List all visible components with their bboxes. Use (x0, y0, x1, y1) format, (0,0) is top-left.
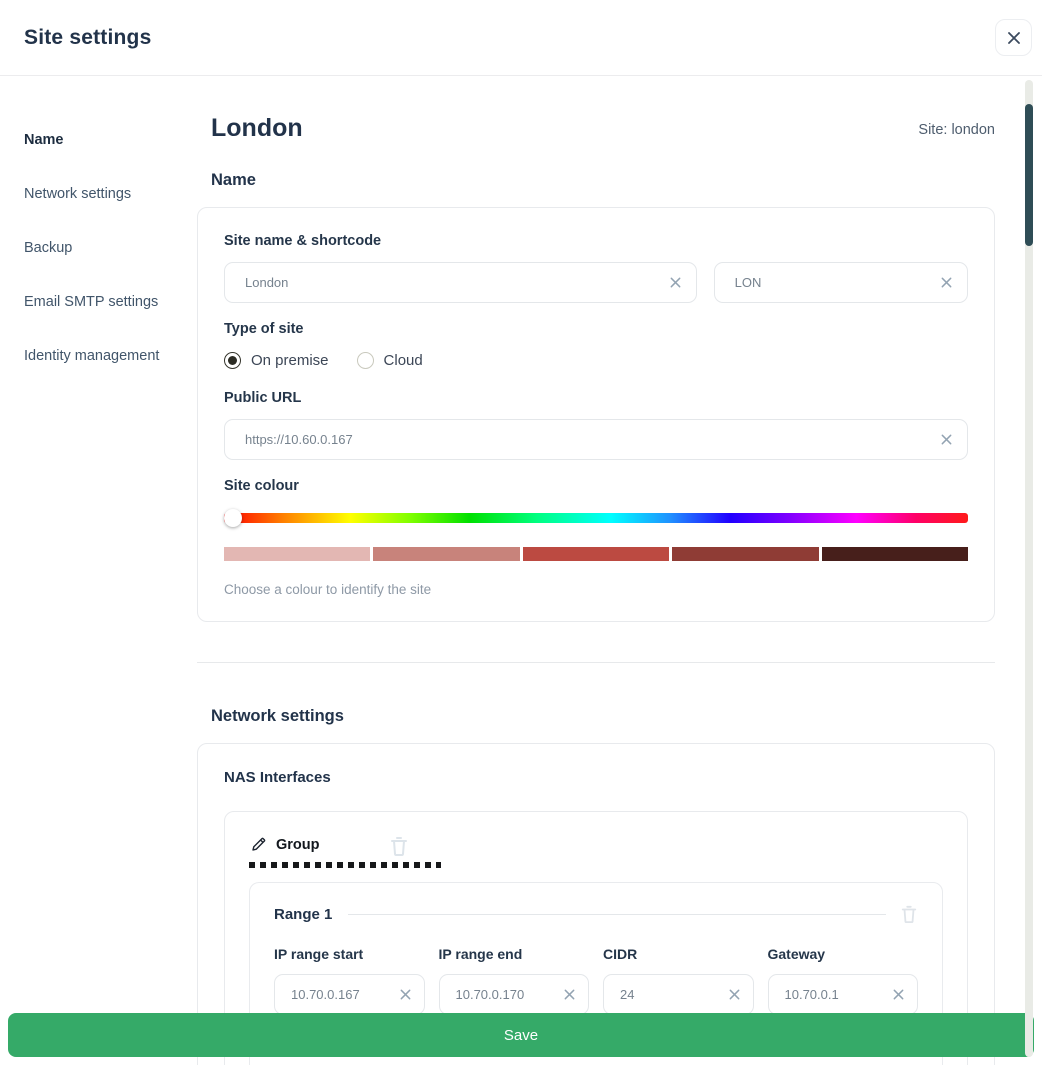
shade-swatch[interactable] (672, 547, 819, 561)
site-name-value: London (245, 275, 289, 290)
shade-swatch[interactable] (224, 547, 371, 561)
gateway-label: Gateway (767, 946, 826, 962)
clear-ip-range-start-icon[interactable] (399, 988, 412, 1001)
clear-public-url-icon[interactable] (940, 433, 953, 446)
scrollbar-thumb[interactable] (1025, 104, 1033, 246)
range-title: Range 1 (274, 905, 333, 923)
site-title: London (211, 114, 303, 142)
public-url-label: Public URL (224, 390, 302, 406)
range-divider-line (348, 913, 886, 915)
sidebar-item-network-settings[interactable]: Network settings (24, 186, 132, 202)
range-field-labels: IP range start IP range end CIDR Gateway (274, 946, 918, 962)
shade-swatch[interactable] (821, 547, 969, 561)
ip-range-end-value: 10.70.0.170 (455, 987, 525, 1002)
hue-gradient-bar[interactable] (224, 513, 968, 523)
site-name-shortcode-label: Site name & shortcode (224, 233, 382, 249)
radio-cloud-circle (356, 352, 374, 369)
ip-range-start-value: 10.70.0.167 (291, 987, 360, 1002)
network-section-heading: Network settings (211, 707, 344, 725)
main-content: London Site: london Name Site name & sho… (197, 76, 995, 1065)
settings-sidebar: Name Network settings Backup Email SMTP … (0, 76, 197, 402)
ip-range-start-input[interactable]: 10.70.0.167 (274, 974, 425, 1015)
sidebar-item-backup[interactable]: Backup (24, 240, 73, 256)
shortcode-value: LON (734, 275, 762, 290)
save-button[interactable]: Save (8, 1013, 1034, 1057)
nas-interfaces-card: NAS Interfaces Group Range 1 (197, 743, 995, 1065)
name-settings-card: Site name & shortcode London LON Type of… (197, 207, 995, 622)
radio-on-premise-circle (224, 352, 241, 369)
group-header: Group (249, 836, 943, 880)
hue-slider-thumb[interactable] (224, 509, 242, 527)
clear-site-name-icon[interactable] (669, 276, 682, 289)
shade-swatches (224, 547, 969, 561)
radio-cloud[interactable]: Cloud (356, 352, 423, 369)
close-icon (1007, 31, 1020, 44)
public-url-value: https://10.60.0.167 (245, 432, 353, 447)
site-badge: Site: london (918, 122, 995, 138)
gateway-value: 10.70.0.1 (784, 987, 839, 1002)
delete-group-trash-icon[interactable] (389, 835, 409, 857)
shortcode-input[interactable]: LON (713, 262, 968, 303)
clear-shortcode-icon[interactable] (940, 276, 953, 289)
cidr-label: CIDR (603, 946, 638, 962)
colour-caption: Choose a colour to identify the site (224, 582, 432, 597)
shade-swatch[interactable] (373, 547, 520, 561)
clear-cidr-icon[interactable] (728, 988, 741, 1001)
radio-on-premise[interactable]: On premise (224, 352, 329, 369)
page-head: London Site: london (197, 114, 995, 143)
scrollbar-track[interactable] (1025, 80, 1033, 1057)
site-name-input[interactable]: London (224, 262, 697, 303)
ip-range-end-label: IP range end (438, 946, 523, 962)
delete-range-trash-icon[interactable] (900, 904, 918, 924)
modal-header: Site settings (0, 0, 1042, 76)
type-of-site-label: Type of site (224, 321, 304, 337)
sidebar-item-identity[interactable]: Identity management (24, 348, 160, 364)
sidebar-item-email-smtp[interactable]: Email SMTP settings (24, 294, 159, 310)
sidebar-item-name[interactable]: Name (24, 132, 64, 148)
close-button[interactable] (995, 19, 1032, 56)
site-colour-label: Site colour (224, 478, 299, 494)
section-divider (197, 662, 995, 663)
clear-gateway-icon[interactable] (892, 988, 905, 1001)
ip-range-end-input[interactable]: 10.70.0.170 (438, 974, 589, 1015)
clear-ip-range-end-icon[interactable] (563, 988, 576, 1001)
radio-cloud-label: Cloud (383, 352, 423, 369)
page-title: Site settings (24, 25, 152, 49)
range-field-inputs: 10.70.0.167 10.70.0.170 24 (274, 974, 918, 1015)
cidr-value: 24 (620, 987, 635, 1002)
shade-swatch[interactable] (522, 547, 670, 561)
nas-interfaces-title: NAS Interfaces (224, 769, 331, 786)
group-label[interactable]: Group (276, 837, 320, 853)
public-url-input[interactable]: https://10.60.0.167 (224, 419, 968, 460)
cidr-input[interactable]: 24 (603, 974, 754, 1015)
type-of-site-radios: On premise Cloud (224, 352, 968, 369)
name-section-heading: Name (211, 171, 256, 189)
group-dotted-underline (249, 862, 441, 868)
radio-on-premise-label: On premise (251, 352, 329, 369)
hue-slider[interactable] (224, 509, 968, 527)
ip-range-start-label: IP range start (274, 946, 364, 962)
gateway-input[interactable]: 10.70.0.1 (767, 974, 918, 1015)
edit-pencil-icon[interactable] (249, 836, 267, 854)
